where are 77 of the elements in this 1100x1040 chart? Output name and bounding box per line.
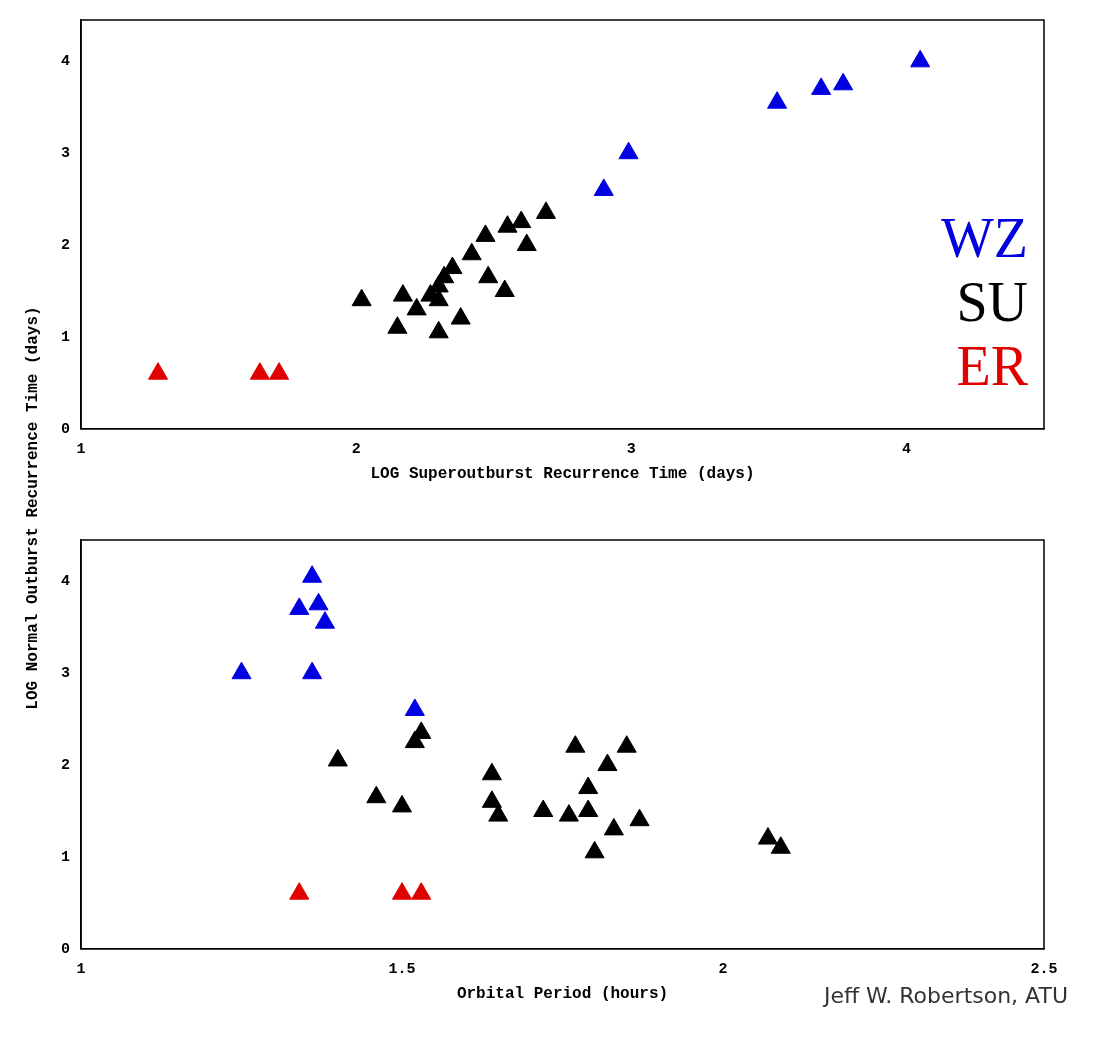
point xyxy=(302,661,323,680)
point xyxy=(494,279,515,297)
text: WZ xyxy=(940,206,1028,270)
point xyxy=(411,882,432,900)
point xyxy=(428,320,449,339)
point xyxy=(910,49,931,68)
point xyxy=(289,597,310,615)
point xyxy=(629,808,650,827)
y-tick-label: 1 xyxy=(60,328,70,346)
x-tick-label: 1.5 xyxy=(388,960,416,978)
point xyxy=(511,210,532,229)
x-axis-title: LOG Superoutburst Recurrence Time (days) xyxy=(370,465,755,484)
x-tick-label: 2.5 xyxy=(1030,960,1058,978)
point xyxy=(302,565,323,583)
y-tick-label: 4 xyxy=(60,573,70,591)
point xyxy=(478,265,499,284)
point xyxy=(618,141,639,160)
point xyxy=(616,735,637,753)
point xyxy=(351,288,372,307)
y-tick-label: 1 xyxy=(60,848,70,866)
point xyxy=(392,284,413,302)
x-tick-label: 1 xyxy=(76,960,86,978)
x-tick-label: 4 xyxy=(901,440,911,458)
point xyxy=(497,215,518,233)
point xyxy=(597,753,618,772)
point xyxy=(578,776,599,795)
point xyxy=(314,611,335,629)
x-tick-label: 2 xyxy=(718,960,728,978)
point xyxy=(770,836,791,854)
point xyxy=(481,762,502,781)
y-tick-label: 0 xyxy=(60,420,70,438)
point xyxy=(516,233,537,252)
point xyxy=(148,362,169,380)
x-tick-label: 3 xyxy=(626,440,636,458)
point xyxy=(757,827,778,845)
point xyxy=(249,362,270,380)
point xyxy=(442,256,463,275)
x-axis-title: Orbital Period (hours) xyxy=(456,985,669,1004)
point xyxy=(767,91,788,109)
y-tick-label: 3 xyxy=(60,144,70,162)
point xyxy=(308,592,329,611)
text: Jeff W. Robertson, ATU xyxy=(823,983,1068,1008)
point xyxy=(603,817,624,836)
point xyxy=(231,661,252,680)
point xyxy=(833,72,854,91)
point xyxy=(578,799,599,817)
text: SU xyxy=(955,270,1028,334)
point xyxy=(481,790,502,808)
text: ER xyxy=(955,334,1028,398)
point xyxy=(584,840,605,859)
point xyxy=(593,178,614,196)
y-tick-label: 2 xyxy=(60,756,70,774)
x-tick-label: 1 xyxy=(76,440,86,458)
y-tick-label: 0 xyxy=(60,940,70,958)
y-axis-title: LOG Normal Outburst Recurrence Time (days) xyxy=(24,306,42,710)
point xyxy=(366,785,387,804)
y-tick-label: 2 xyxy=(60,236,70,254)
point xyxy=(387,316,408,334)
y-tick-label: 4 xyxy=(60,53,70,71)
point xyxy=(488,804,509,822)
point xyxy=(811,77,832,95)
point xyxy=(391,882,413,900)
point xyxy=(450,307,471,325)
point xyxy=(558,804,579,822)
point xyxy=(533,799,554,817)
point xyxy=(391,794,413,813)
point xyxy=(406,297,427,316)
point xyxy=(289,882,310,900)
point xyxy=(404,698,425,716)
point xyxy=(535,201,557,219)
point xyxy=(327,748,348,767)
y-tick-label: 3 xyxy=(60,664,70,682)
x-tick-label: 2 xyxy=(351,440,361,458)
point xyxy=(461,242,482,261)
point xyxy=(269,362,290,380)
point xyxy=(565,735,586,753)
point xyxy=(475,224,496,242)
